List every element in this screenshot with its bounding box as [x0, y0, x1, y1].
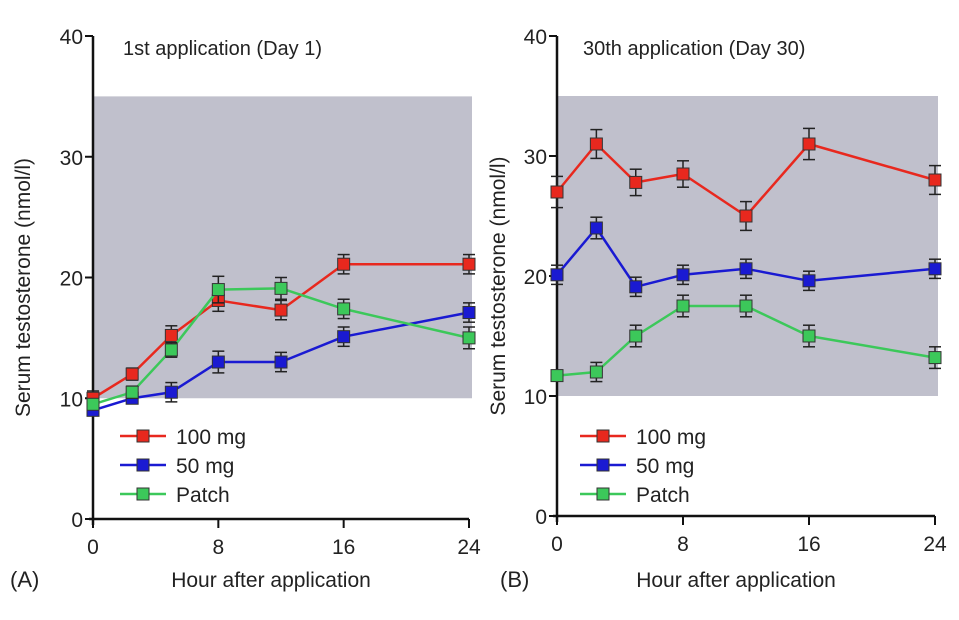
data-point	[739, 262, 753, 276]
series-50-mg	[550, 216, 942, 298]
data-point	[164, 328, 178, 342]
data-point	[589, 221, 603, 235]
data-point	[274, 281, 288, 295]
data-point	[550, 369, 564, 383]
legend: 100 mg 50 mg Patch	[580, 426, 706, 507]
y-tick-label: 10	[524, 386, 547, 409]
data-point	[629, 175, 643, 189]
panel-b: 0 10 20 30 40 0 8 16 24 30th application (Day 30…	[487, 26, 947, 592]
x-tick-label: 24	[457, 536, 481, 559]
data-point	[802, 329, 816, 343]
y-tick-label: 20	[524, 266, 547, 289]
x-tick-label: 24	[923, 533, 947, 556]
legend-label: Patch	[636, 484, 690, 507]
legend-label: 100 mg	[176, 426, 246, 449]
axes: 0 10 20 30 40 0 8 16 24	[60, 26, 481, 559]
x-tick-label: 8	[212, 536, 224, 559]
y-tick-label: 30	[60, 147, 83, 170]
data-point	[928, 173, 942, 187]
legend-item-100mg: 100 mg	[120, 426, 246, 449]
data-point	[629, 280, 643, 294]
legend-item-100mg: 100 mg	[580, 426, 706, 449]
x-tick-label: 16	[332, 536, 355, 559]
chart-title: 1st application (Day 1)	[123, 38, 322, 60]
data-point	[550, 268, 564, 282]
y-axis-label: Serum testosterone (nmol/l)	[12, 158, 35, 417]
data-point	[739, 209, 753, 223]
data-point	[211, 283, 225, 297]
legend-label: 50 mg	[176, 455, 234, 478]
legend-item-patch: Patch	[120, 484, 230, 507]
panel-label: (B)	[500, 567, 529, 592]
series-layer	[86, 253, 476, 417]
y-tick-label: 0	[71, 509, 83, 532]
series-layer	[550, 127, 942, 383]
data-point	[462, 306, 476, 320]
data-point	[739, 299, 753, 313]
y-axis-label: Serum testosterone (nmol/l)	[487, 156, 510, 415]
legend-marker	[136, 487, 150, 501]
y-tick-label: 20	[60, 268, 83, 291]
data-point	[589, 137, 603, 151]
legend-item-50mg: 50 mg	[580, 455, 694, 478]
legend-marker	[596, 458, 610, 472]
data-point	[274, 303, 288, 317]
chart-title: 30th application (Day 30)	[583, 38, 805, 60]
legend-label: 50 mg	[636, 455, 694, 478]
data-point	[337, 257, 351, 271]
data-point	[86, 397, 100, 411]
legend-marker	[596, 487, 610, 501]
data-point	[676, 268, 690, 282]
legend-marker	[136, 429, 150, 443]
data-point	[802, 274, 816, 288]
data-point	[274, 355, 288, 369]
data-point	[462, 257, 476, 271]
data-point	[337, 330, 351, 344]
series-100-mg	[550, 127, 942, 232]
y-tick-label: 40	[524, 26, 547, 49]
data-point	[125, 367, 139, 381]
reference-range-band	[557, 96, 938, 396]
panel-label: (A)	[10, 567, 39, 592]
legend-label: 100 mg	[636, 426, 706, 449]
y-tick-label: 0	[535, 506, 547, 529]
legend-label: Patch	[176, 484, 230, 507]
legend-item-50mg: 50 mg	[120, 455, 234, 478]
legend-marker	[136, 458, 150, 472]
data-point	[676, 167, 690, 181]
y-tick-label: 40	[60, 26, 83, 49]
data-point	[462, 331, 476, 345]
data-point	[337, 302, 351, 316]
series-patch	[86, 275, 476, 411]
x-tick-label: 16	[797, 533, 820, 556]
data-point	[589, 365, 603, 379]
x-axis-label: Hour after application	[636, 569, 836, 592]
legend-item-patch: Patch	[580, 484, 690, 507]
data-point	[676, 299, 690, 313]
data-point	[629, 329, 643, 343]
x-axis-label: Hour after application	[171, 569, 371, 592]
y-tick-label: 10	[60, 388, 83, 411]
data-point	[928, 262, 942, 276]
series-patch	[550, 294, 942, 383]
data-point	[802, 137, 816, 151]
data-point	[211, 355, 225, 369]
reference-range-band	[93, 96, 472, 399]
x-tick-label: 0	[551, 533, 563, 556]
y-tick-label: 30	[524, 146, 547, 169]
data-point	[550, 185, 564, 199]
legend: 100 mg 50 mg Patch	[120, 426, 246, 507]
x-tick-label: 8	[677, 533, 689, 556]
data-point	[125, 385, 139, 399]
data-point	[164, 343, 178, 357]
data-point	[928, 351, 942, 365]
legend-marker	[596, 429, 610, 443]
x-tick-label: 0	[87, 536, 99, 559]
data-point	[164, 385, 178, 399]
